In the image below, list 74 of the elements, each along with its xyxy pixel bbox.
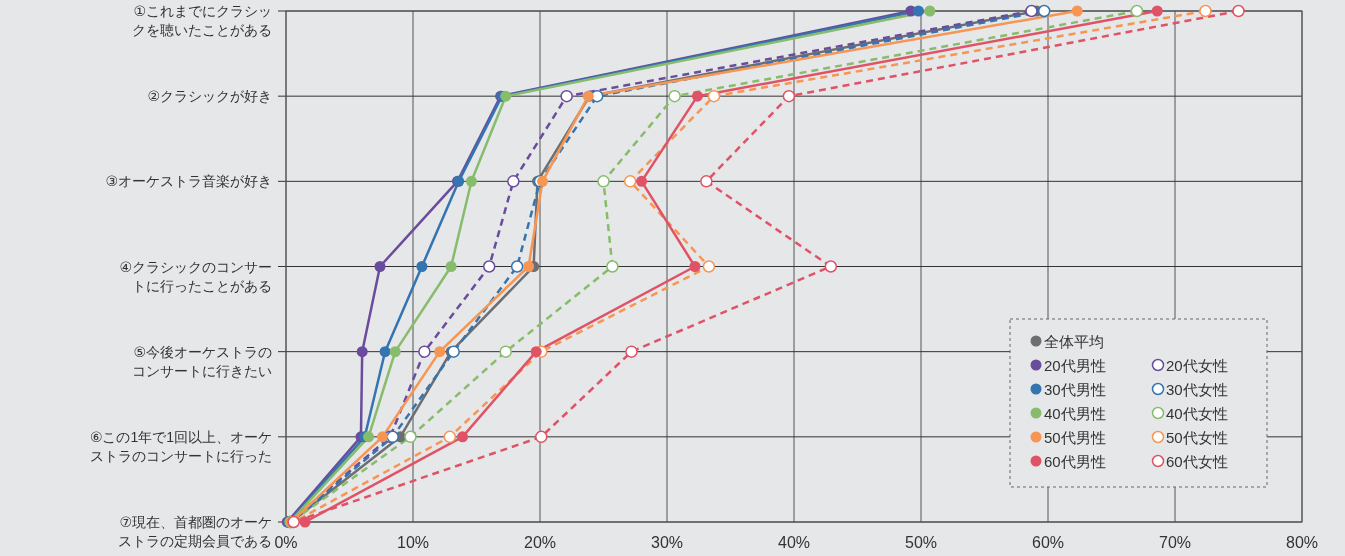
point	[1025, 4, 1038, 18]
legend-label: 20代女性	[1166, 356, 1228, 374]
point	[668, 89, 681, 103]
legend-label: 40代女性	[1166, 404, 1228, 422]
x-tick-label: 80%	[1285, 534, 1319, 551]
x-tick-label: 70%	[1158, 534, 1192, 551]
point	[445, 261, 457, 272]
x-tick-label: 20%	[523, 534, 557, 551]
point	[924, 5, 936, 17]
point	[523, 261, 535, 272]
legend-label: 40代男性	[1044, 404, 1106, 422]
point	[356, 346, 368, 358]
legend-label: 30代女性	[1166, 380, 1228, 398]
point	[707, 89, 721, 103]
legend-label: 50代女性	[1166, 428, 1228, 446]
point	[299, 516, 311, 528]
x-tick-label: 10%	[396, 534, 430, 551]
point	[606, 260, 619, 273]
point	[457, 431, 469, 443]
legend-label: 60代女性	[1166, 452, 1228, 470]
point	[416, 261, 428, 272]
legend-label: 30代男性	[1044, 380, 1106, 398]
point	[499, 345, 512, 358]
point	[404, 430, 417, 444]
point	[465, 175, 477, 187]
point	[689, 261, 701, 272]
point	[379, 346, 391, 358]
point	[443, 430, 457, 444]
y-tick-label: ⑥この1年で1回以上、オーケストラのコンサートに行った	[89, 428, 272, 464]
point	[507, 175, 520, 188]
point	[625, 345, 638, 358]
point	[623, 175, 637, 188]
point	[434, 346, 446, 358]
point	[597, 175, 610, 188]
point	[702, 260, 716, 273]
point	[374, 261, 386, 272]
point	[824, 260, 838, 273]
y-tick-label: ②クラシックが好き	[147, 88, 272, 105]
point	[1130, 4, 1144, 18]
point	[537, 175, 549, 187]
point	[389, 346, 401, 358]
legend-label: 20代男性	[1044, 356, 1106, 374]
point	[500, 90, 512, 102]
point	[1232, 4, 1245, 18]
y-tick-label: ④クラシックのコンサートに行ったことがある	[119, 258, 272, 294]
legend-label: 全体平均	[1044, 332, 1104, 350]
point	[530, 346, 542, 358]
point	[700, 175, 713, 188]
point	[1037, 4, 1051, 18]
x-tick-label: 0%	[274, 534, 298, 551]
legend-label: 60代男性	[1044, 452, 1106, 470]
y-tick-label: ⑤今後オーケストラのコンサートに行きたい	[132, 343, 272, 379]
point	[1071, 5, 1083, 17]
point	[418, 345, 431, 358]
point	[535, 430, 548, 444]
point	[636, 175, 648, 187]
x-tick-label: 40%	[777, 534, 811, 551]
point	[377, 431, 389, 443]
point	[782, 89, 796, 103]
y-tick-label: ⑦現在、首都圏のオーケストラの定期会員である	[118, 514, 272, 549]
point	[1199, 4, 1212, 18]
y-tick-label: ③オーケストラ音楽が好き	[105, 173, 272, 190]
point	[560, 89, 573, 103]
point	[691, 90, 703, 102]
x-tick-label: 30%	[650, 534, 684, 551]
point	[482, 260, 496, 273]
y-tick-label: ①これまでにクラシックを聴いたことがある	[132, 3, 272, 38]
point	[510, 260, 524, 273]
legend-label: 50代男性	[1044, 428, 1106, 446]
point	[363, 431, 375, 443]
x-tick-label: 60%	[1031, 534, 1065, 551]
point	[912, 5, 924, 17]
x-tick-label: 50%	[904, 534, 938, 551]
point	[1151, 5, 1163, 17]
